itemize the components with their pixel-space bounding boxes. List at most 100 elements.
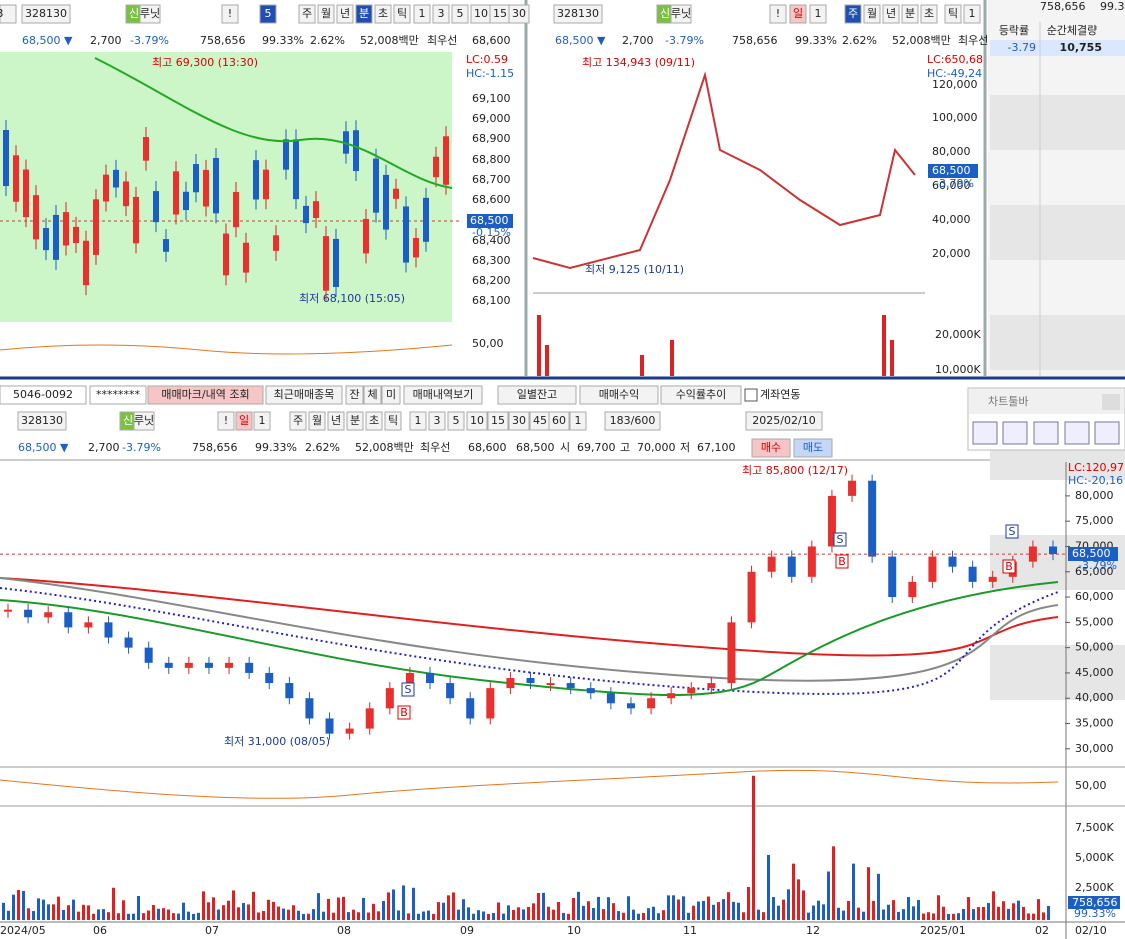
button-label[interactable]: 잔 [349,388,359,401]
button[interactable] [809,4,827,24]
button[interactable] [466,411,488,431]
button-label[interactable]: 3 [0,7,4,20]
button[interactable] [345,385,364,405]
button[interactable] [346,411,364,431]
button-label[interactable]: 틱 [388,414,398,427]
button[interactable] [789,4,807,24]
button[interactable] [336,4,354,24]
button[interactable] [793,438,833,458]
button-label[interactable]: 주 [293,414,303,427]
button-label[interactable]: 45 [533,414,547,427]
button[interactable] [327,411,345,431]
button-label[interactable]: 초 [924,7,934,20]
button[interactable] [403,385,483,405]
button[interactable] [863,4,881,24]
button[interactable] [265,385,343,405]
button[interactable] [745,411,823,431]
button[interactable] [660,385,742,405]
button-label[interactable]: 수익률추이 [676,388,727,401]
button[interactable] [355,4,373,24]
button[interactable] [221,4,239,24]
button[interactable] [298,4,316,24]
button-label[interactable]: 328130 [25,7,67,20]
button-label[interactable]: 328130 [557,7,599,20]
button-label[interactable]: 3 [434,414,441,427]
button-label[interactable]: 매도 [803,441,823,454]
button-label[interactable]: 신 [129,7,139,20]
button-label[interactable]: 15 [493,7,507,20]
button-label[interactable]: 초 [378,7,388,20]
button[interactable] [393,4,411,24]
button[interactable] [89,385,147,405]
button[interactable] [769,4,787,24]
tool-icon[interactable] [1094,421,1120,445]
button-label[interactable]: 30 [512,414,526,427]
button-label[interactable]: 분 [350,414,360,427]
button[interactable] [317,4,335,24]
button-label[interactable]: 체 [367,388,377,401]
button[interactable] [569,411,587,431]
button-label[interactable]: 매매마크/내역 조회 [161,388,249,401]
button[interactable] [432,4,450,24]
button[interactable] [882,4,900,24]
button-label[interactable]: 매매수익 [599,388,639,401]
button[interactable] [579,385,659,405]
button[interactable] [147,385,264,405]
button[interactable] [901,4,919,24]
button-label[interactable]: 일별잔고 [517,387,557,401]
button-label[interactable]: 15 [491,414,505,427]
button-label[interactable]: 루닛 [140,7,160,20]
button[interactable] [963,4,981,24]
button[interactable] [308,411,326,431]
button[interactable] [381,385,401,405]
button-label[interactable]: 루닛 [134,414,154,427]
button-label[interactable]: 월 [867,7,877,20]
button[interactable] [409,411,427,431]
button-label[interactable]: 미 [386,388,396,401]
button[interactable] [0,4,17,24]
button-label[interactable]: 30 [512,7,526,20]
button[interactable] [17,411,67,431]
button-label[interactable]: 분 [359,7,369,20]
button-label[interactable]: 60 [552,414,566,427]
button-label[interactable]: 최근매매종목 [274,388,335,401]
button[interactable] [447,411,465,431]
button-label[interactable]: 3 [438,7,445,20]
button-label[interactable]: 주 [302,7,312,20]
button-label[interactable]: 일 [793,6,803,20]
button[interactable] [508,4,530,24]
button-label[interactable]: 틱 [948,7,958,20]
button[interactable] [217,411,235,431]
button-label[interactable]: 월 [312,414,322,427]
button-label[interactable]: 초 [369,414,379,427]
button-label[interactable]: 1 [259,414,266,427]
button-label[interactable]: 1 [969,7,976,20]
button-label[interactable]: 1 [419,7,426,20]
button[interactable] [451,4,469,24]
button-label[interactable]: 년 [331,414,341,427]
button[interactable] [289,411,307,431]
button-label[interactable]: 2025/02/10 [752,414,815,427]
button[interactable] [920,4,938,24]
button-label[interactable]: 년 [886,7,896,20]
tool-icon[interactable] [1064,421,1090,445]
button-label[interactable]: ! [228,7,232,20]
button[interactable] [413,4,431,24]
button-label[interactable]: 일 [239,413,249,427]
button-label[interactable]: 분 [905,7,915,20]
button[interactable] [844,4,862,24]
button-label[interactable]: 1 [575,414,582,427]
button[interactable] [487,411,509,431]
button-label[interactable]: 5 [457,7,464,20]
button[interactable] [428,411,446,431]
button-label[interactable]: 5 [453,414,460,427]
tool-icon[interactable] [1002,421,1028,445]
checkbox[interactable] [744,388,758,402]
button[interactable] [365,411,383,431]
button[interactable] [384,411,402,431]
button-label[interactable]: 루닛 [671,7,691,20]
button-label[interactable]: 매매내역보기 [413,388,474,401]
button-label[interactable]: 월 [321,7,331,20]
button[interactable] [944,4,962,24]
button-label[interactable]: 신 [123,414,133,427]
